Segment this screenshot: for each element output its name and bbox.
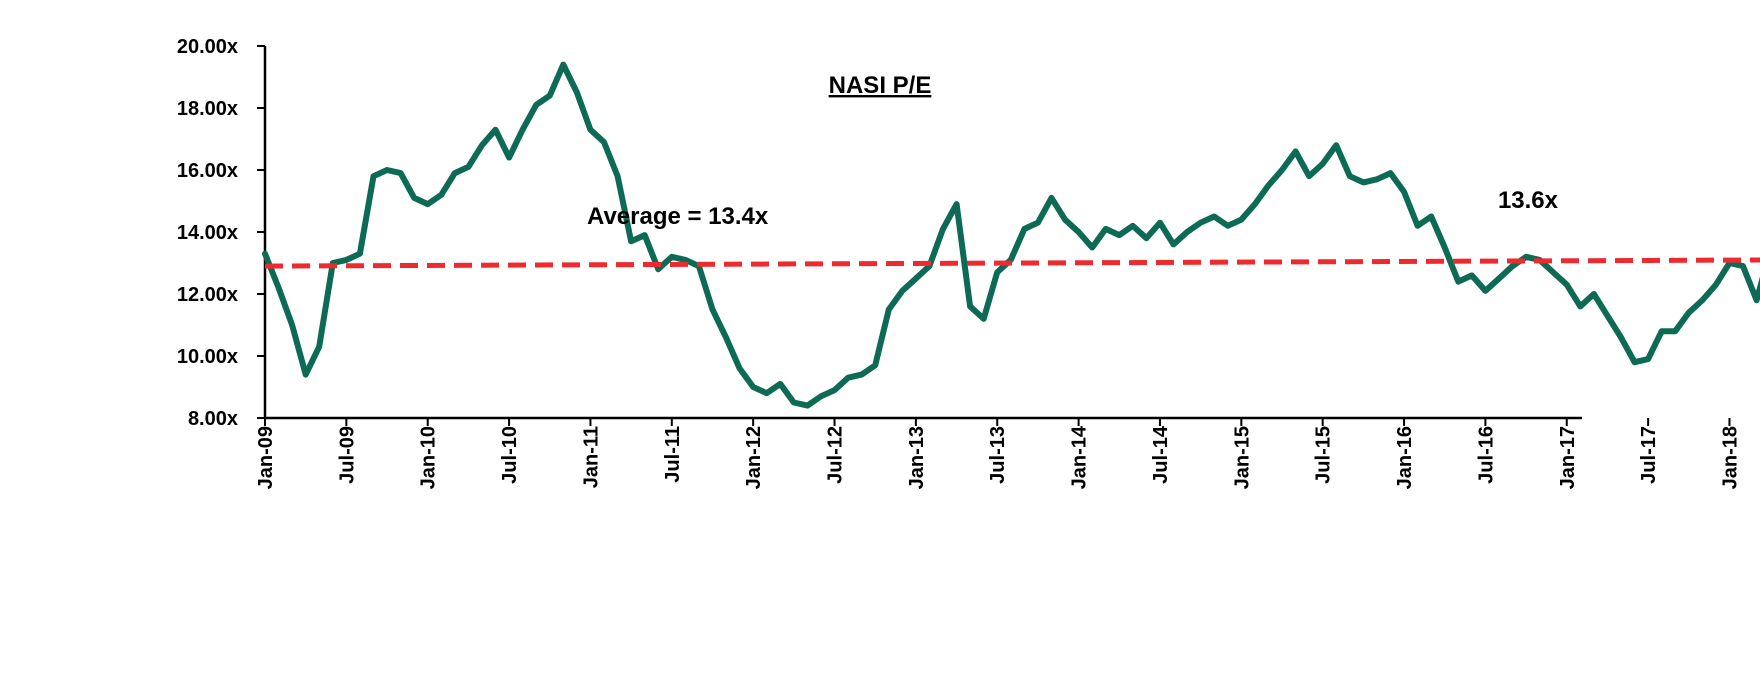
x-tick-label: Jul-17 bbox=[1638, 426, 1660, 484]
x-tick-label: Jan-13 bbox=[906, 426, 928, 489]
x-tick-label: Jul-15 bbox=[1313, 426, 1335, 484]
x-tick-label: Jul-16 bbox=[1475, 426, 1497, 484]
x-tick-label: Jan-11 bbox=[580, 426, 602, 488]
x-tick-label: Jul-13 bbox=[987, 426, 1009, 484]
x-tick-label: Jul-09 bbox=[336, 426, 358, 484]
x-tick-label: Jan-10 bbox=[418, 426, 440, 489]
y-tick-label: 10.00x bbox=[177, 346, 238, 368]
x-tick-label: Jul-12 bbox=[825, 426, 847, 484]
y-tick-label: 18.00x bbox=[177, 98, 238, 120]
x-tick-label: Jul-14 bbox=[1150, 425, 1172, 484]
latest-value-annotation: 13.6x bbox=[1498, 187, 1559, 214]
x-tick-label: Jan-15 bbox=[1231, 426, 1253, 489]
y-ticks: 8.00x 10.00x 12.00x 14.00x 16.00x 18.00x 20.00… bbox=[177, 36, 265, 430]
x-tick-label: Jan-18 bbox=[1719, 426, 1741, 489]
x-tick-label: Jan-16 bbox=[1394, 426, 1416, 489]
y-tick-label: 16.00x bbox=[177, 160, 238, 182]
chart-title: NASI P/E bbox=[829, 72, 932, 99]
pe-series-line bbox=[262, 61, 1760, 409]
x-ticks: Jan-09 Jul-09 Jan-10 Jul-10 Jan-11 Jul-11 Jan-… bbox=[255, 418, 1741, 489]
average-line bbox=[264, 257, 1760, 269]
x-tick-label: Jan-17 bbox=[1557, 426, 1579, 489]
x-tick-label: Jan-09 bbox=[255, 426, 277, 489]
x-tick-label: Jul-11 bbox=[662, 426, 684, 483]
y-tick-label: 20.00x bbox=[177, 36, 238, 58]
x-tick-label: Jan-12 bbox=[743, 426, 765, 489]
series-layer bbox=[262, 61, 1760, 409]
average-annotation: Average = 13.4x bbox=[587, 203, 769, 230]
x-tick-label: Jan-14 bbox=[1069, 425, 1091, 489]
y-tick-label: 14.00x bbox=[177, 222, 238, 244]
y-tick-label: 12.00x bbox=[177, 284, 238, 306]
y-tick-label: 8.00x bbox=[188, 408, 238, 430]
x-tick-label: Jul-10 bbox=[499, 426, 521, 484]
